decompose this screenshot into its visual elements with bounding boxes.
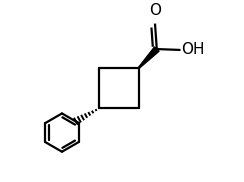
Polygon shape <box>138 47 159 69</box>
Text: OH: OH <box>182 42 205 57</box>
Text: O: O <box>149 3 161 18</box>
